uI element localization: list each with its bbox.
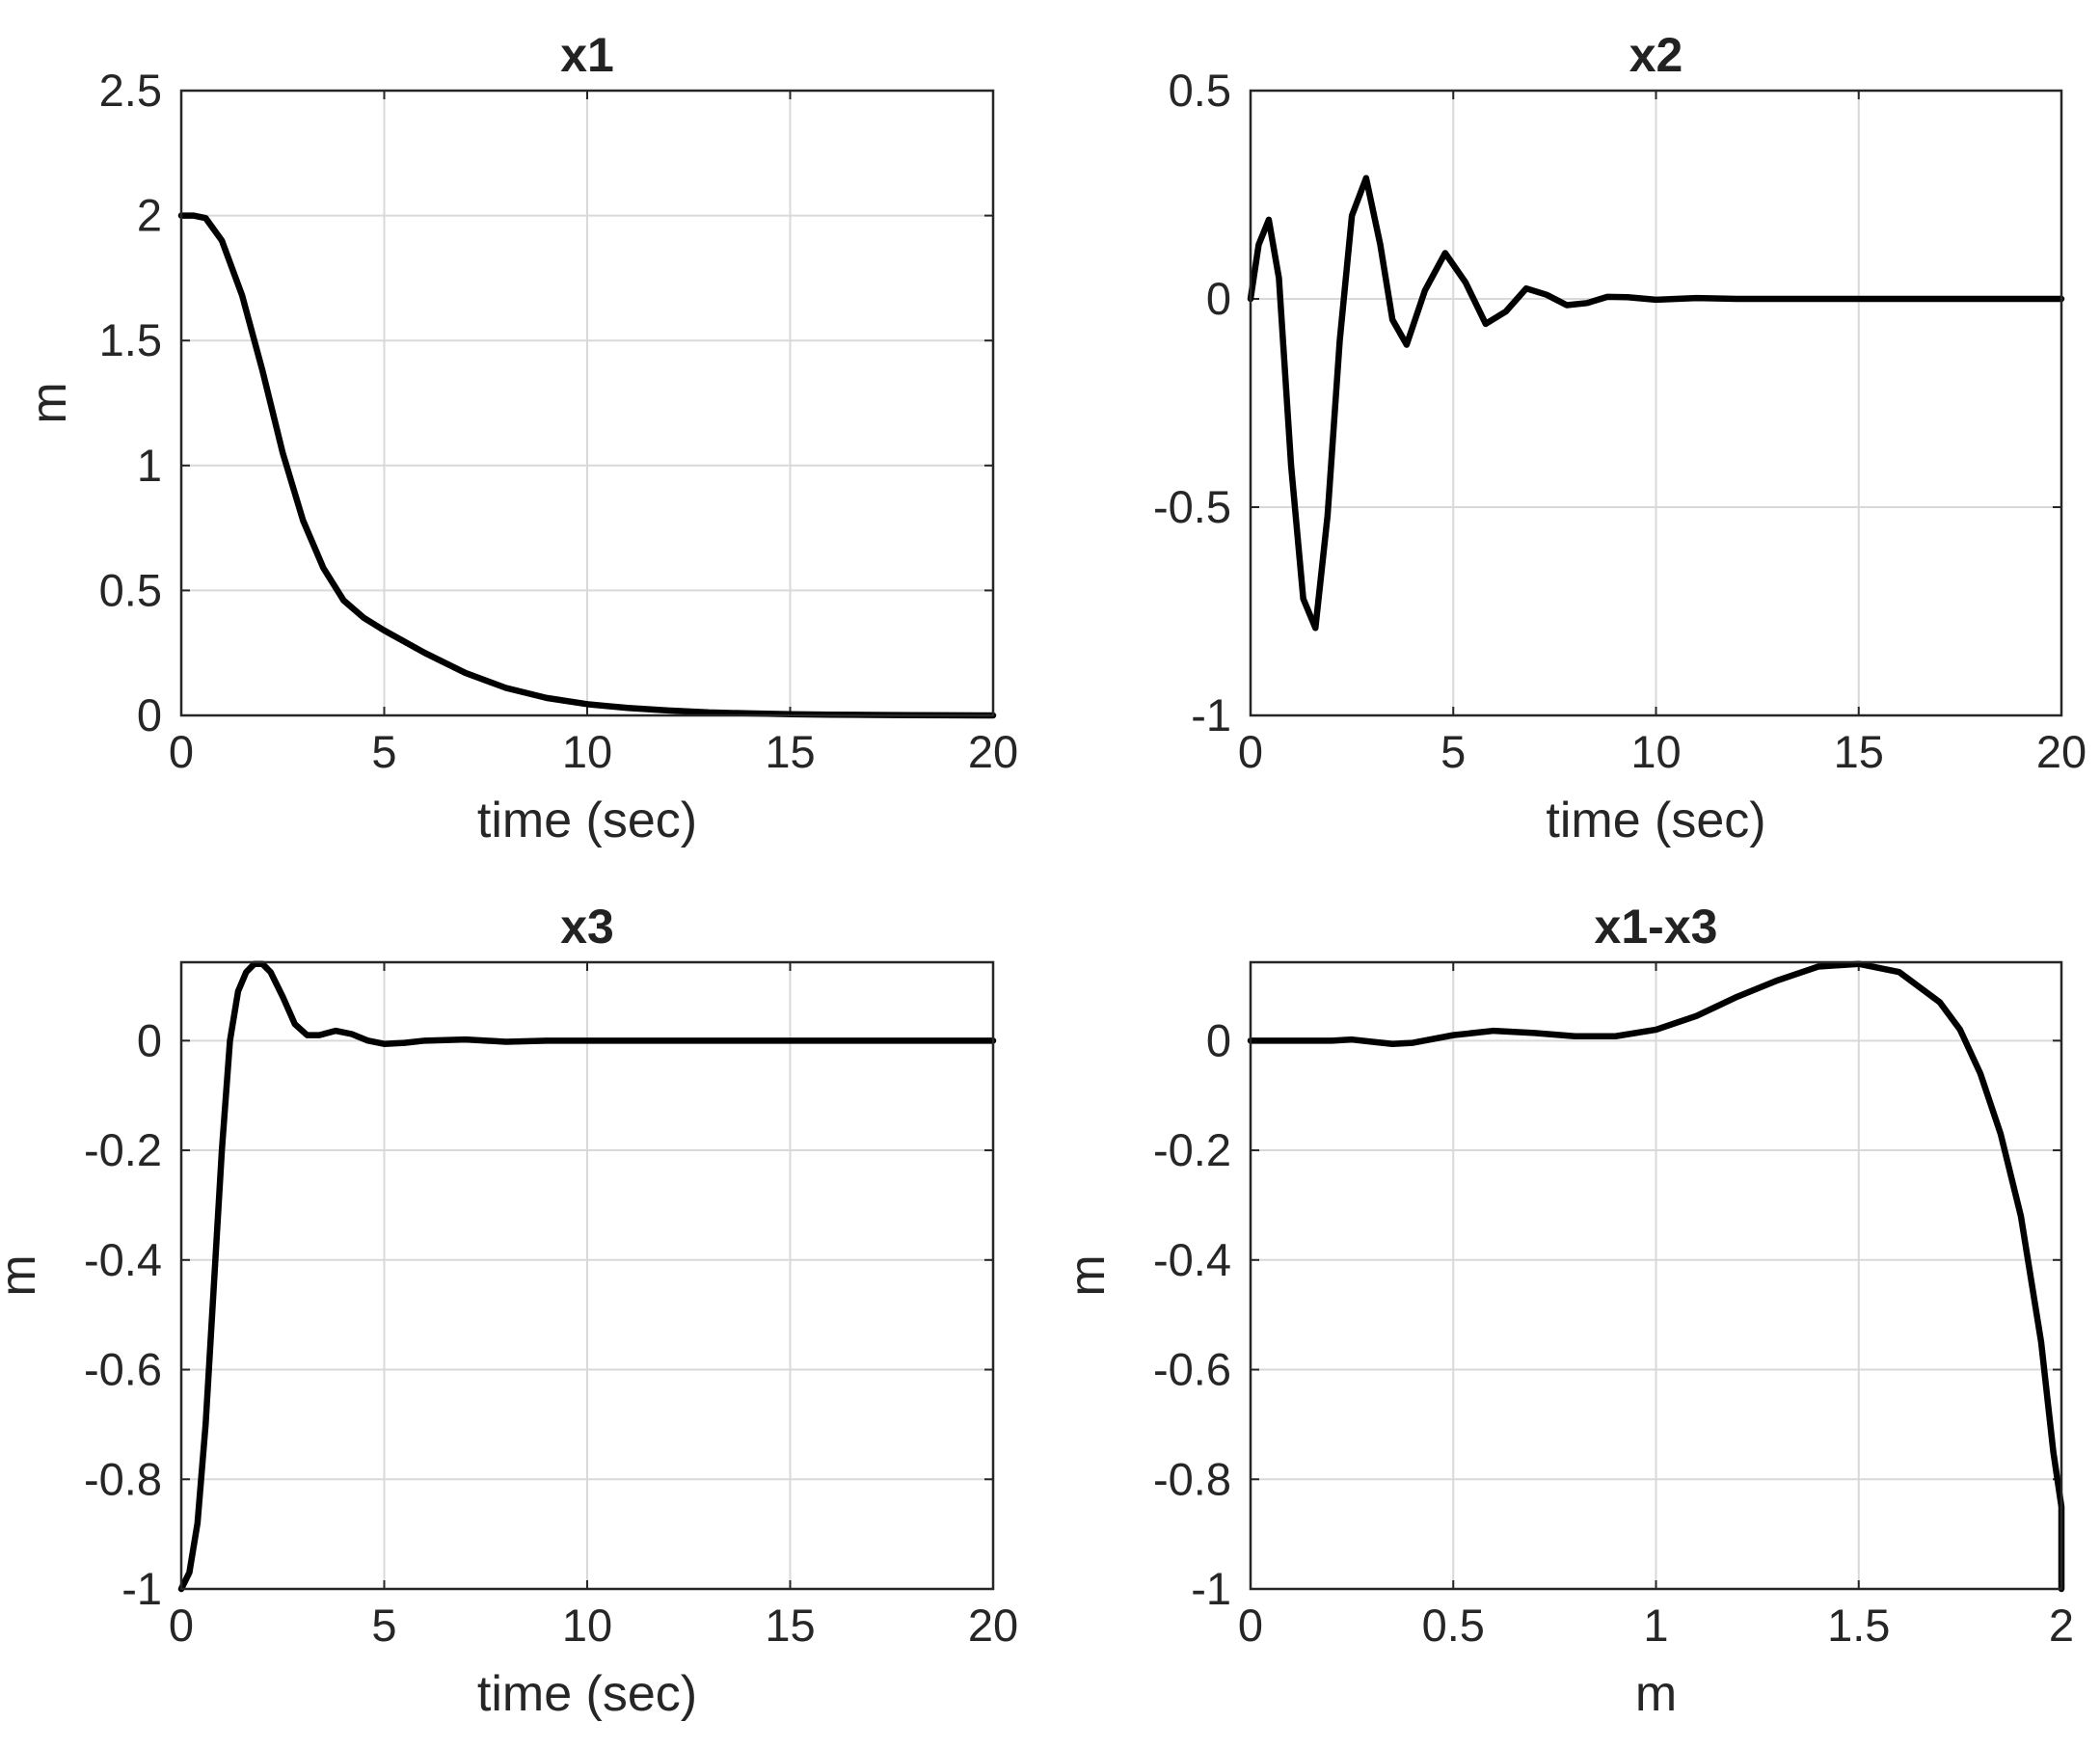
x-axis-label: m bbox=[1635, 1666, 1677, 1722]
x-tick-label: 20 bbox=[2036, 726, 2087, 777]
x-tick-label: 1 bbox=[1643, 1600, 1668, 1651]
y-tick-label: -1 bbox=[1191, 1563, 1231, 1614]
x-tick-label: 10 bbox=[562, 726, 612, 777]
y-tick-label: -1 bbox=[1191, 689, 1231, 740]
y-tick-label: 2.5 bbox=[99, 65, 162, 116]
y-tick-label: -0.8 bbox=[84, 1453, 162, 1504]
chart-title: x3 bbox=[560, 900, 614, 954]
x-tick-label: 10 bbox=[1630, 726, 1681, 777]
y-tick-label: 2 bbox=[137, 190, 162, 241]
panel-x1: 0 5 10 15 20 0 0.5 1 1.5 2 2.5 x1 time (sec) m bbox=[21, 28, 1018, 848]
y-tick-label: 0 bbox=[1206, 273, 1231, 324]
x-tick-label: 2 bbox=[2049, 1600, 2074, 1651]
x-tick-label: 5 bbox=[371, 1600, 396, 1651]
y-tick-label: -0.4 bbox=[1153, 1234, 1231, 1285]
x-tick-label: 0 bbox=[1238, 1600, 1263, 1651]
x-tick-label: 15 bbox=[1834, 726, 1884, 777]
plot-frame bbox=[179, 960, 995, 1591]
y-tick-label: 0 bbox=[137, 689, 162, 740]
x-tick-label: 10 bbox=[562, 1600, 612, 1651]
x-axis-label: time (sec) bbox=[477, 1666, 697, 1722]
y-tick-label: 0.5 bbox=[1169, 65, 1231, 116]
y-tick-label: 0 bbox=[137, 1014, 162, 1065]
chart-title: x2 bbox=[1629, 28, 1683, 82]
chart-title: x1 bbox=[560, 28, 614, 82]
plot-frame bbox=[179, 89, 995, 717]
plot-frame bbox=[1249, 89, 2063, 717]
x-tick-label: 0 bbox=[169, 726, 194, 777]
series-line-x3 bbox=[177, 960, 997, 1593]
y-tick-label: 0 bbox=[1206, 1014, 1231, 1065]
panel-x2: 0 5 10 15 20 -1 -0.5 0 0.5 x2 time (sec) bbox=[1153, 28, 2087, 848]
y-tick-label: -0.6 bbox=[1153, 1344, 1231, 1395]
x-tick-label: 15 bbox=[765, 1600, 815, 1651]
x-tick-label: 15 bbox=[765, 726, 815, 777]
y-tick-label: -0.5 bbox=[1153, 481, 1231, 532]
y-tick-label: -0.4 bbox=[84, 1234, 162, 1285]
y-tick-label: 0.5 bbox=[99, 564, 162, 615]
series-line-x1-vs-x3 bbox=[1247, 960, 2065, 1593]
x-tick-label: 0 bbox=[169, 1600, 194, 1651]
y-tick-label: -0.8 bbox=[1153, 1453, 1231, 1504]
plot-frame bbox=[1249, 960, 2063, 1591]
y-axis-label: m bbox=[21, 382, 77, 423]
x-axis-label: time (sec) bbox=[477, 793, 697, 848]
chart-title: x1-x3 bbox=[1595, 900, 1718, 954]
x-tick-label: 5 bbox=[1440, 726, 1466, 777]
x-tick-label: 20 bbox=[968, 726, 1018, 777]
y-tick-label: -0.6 bbox=[84, 1344, 162, 1395]
x-tick-label: 5 bbox=[371, 726, 396, 777]
y-tick-label: -1 bbox=[121, 1563, 162, 1614]
x-tick-label: 1.5 bbox=[1827, 1600, 1890, 1651]
y-tick-label: -0.2 bbox=[84, 1124, 162, 1175]
panel-x3: 0 5 10 15 20 -1 -0.8 -0.6 -0.4 -0.2 0 x3 time (sec) m bbox=[0, 900, 1018, 1722]
y-axis-label: m bbox=[1060, 1254, 1116, 1296]
y-axis-label: m bbox=[0, 1254, 46, 1296]
series-line-x2 bbox=[1247, 175, 2065, 632]
x-tick-label: 20 bbox=[968, 1600, 1018, 1651]
x-tick-label: 0 bbox=[1238, 726, 1263, 777]
x-tick-label: 0.5 bbox=[1422, 1600, 1485, 1651]
y-tick-label: 1 bbox=[137, 440, 162, 491]
y-tick-label: 1.5 bbox=[99, 314, 162, 365]
x-axis-label: time (sec) bbox=[1546, 793, 1765, 848]
y-tick-label: -0.2 bbox=[1153, 1124, 1231, 1175]
panel-x1-x3: 0 0.5 1 1.5 2 -1 -0.8 -0.6 -0.4 -0.2 0 x1-x3 m m bbox=[1060, 900, 2074, 1722]
